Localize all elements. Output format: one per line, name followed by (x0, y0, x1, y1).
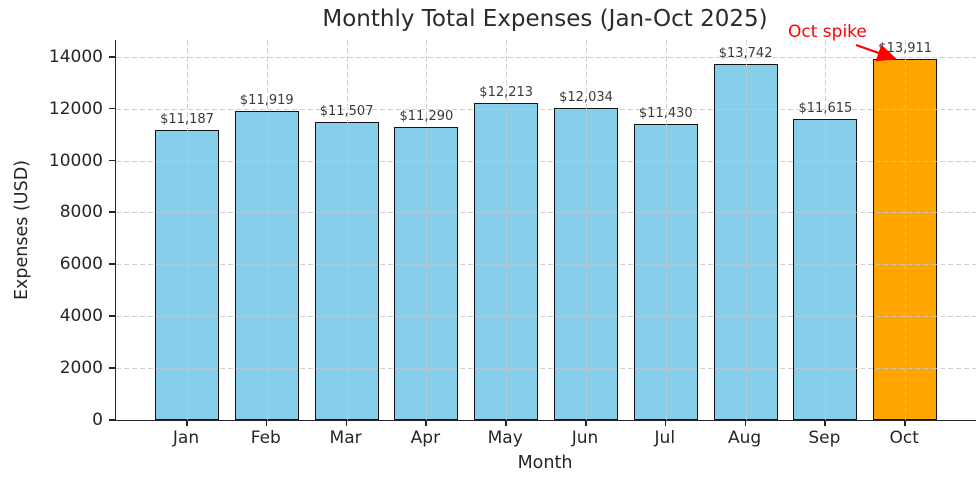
x-tick-mark (664, 421, 667, 426)
bar-value-label: $13,742 (718, 45, 773, 61)
x-tick-mark (585, 421, 587, 426)
bar-value-label: $11,507 (319, 103, 374, 119)
bar-value-label: $11,615 (798, 100, 853, 116)
bar-value-label: $11,919 (239, 92, 294, 108)
y-tick-label: 6000 (59, 254, 103, 275)
y-tick-mark (109, 263, 115, 266)
x-axis-label: Month (517, 453, 573, 473)
gridline-vertical (266, 40, 268, 420)
y-tick-mark (109, 211, 115, 214)
x-tick-label-jan: Jan (172, 428, 200, 448)
y-tick-mark (109, 159, 115, 162)
gridline-horizontal (116, 212, 976, 214)
bar-value-label: $11,290 (399, 109, 454, 125)
gridline-vertical (506, 40, 508, 420)
y-tick-label: 2000 (59, 358, 103, 379)
bar-value-label: $11,430 (638, 105, 693, 121)
x-tick-mark (345, 421, 348, 426)
gridline-horizontal (116, 56, 976, 58)
y-tick-mark (109, 367, 115, 369)
y-tick-label: 8000 (59, 202, 103, 223)
x-tick-label-oct: Oct (889, 428, 919, 448)
bar-value-label: $12,034 (559, 89, 613, 105)
x-tick-label-jul: Jul (654, 428, 676, 448)
annotation-text: Oct spike (788, 22, 867, 42)
y-axis-label: Expenses (USD) (12, 160, 32, 300)
x-tick-mark (744, 421, 747, 426)
gridline-vertical (825, 40, 827, 420)
x-tick-mark (425, 421, 428, 426)
y-tick-mark (109, 315, 115, 317)
gridline-horizontal (116, 264, 976, 266)
x-tick-label-apr: Apr (410, 428, 441, 448)
gridline-vertical (586, 40, 587, 420)
y-tick-label: 4000 (59, 306, 103, 327)
y-tick-label: 10000 (48, 150, 103, 171)
chart-title: Monthly Total Expenses (Jan-Oct 2025) (322, 6, 768, 32)
gridline-vertical (426, 40, 428, 420)
gridline-horizontal (116, 108, 976, 110)
y-tick-label: 14000 (48, 46, 103, 67)
x-tick-label-mar: Mar (329, 428, 362, 448)
gridline-horizontal (116, 368, 976, 370)
x-tick-label-jun: Jun (571, 428, 599, 448)
x-tick-mark (824, 421, 827, 426)
gridline-vertical (745, 40, 747, 420)
gridline-vertical (346, 40, 348, 420)
x-tick-label-may: May (487, 428, 523, 448)
y-tick-label: 12000 (48, 98, 103, 119)
gridline-horizontal (116, 316, 976, 318)
x-tick-mark (904, 421, 906, 426)
bar-value-label: $13,911 (878, 41, 933, 57)
gridline-vertical (187, 40, 188, 420)
bar-value-label: $12,213 (479, 85, 534, 101)
gridline-vertical (665, 40, 667, 420)
y-tick-label: 0 (92, 410, 103, 430)
gridline-horizontal (116, 160, 976, 162)
bar-value-label: $11,187 (160, 111, 214, 127)
plot-area: $11,187 $11,919 $11,507 $11,290 $12,213 $12,0… (115, 40, 976, 421)
x-tick-mark (265, 421, 268, 426)
gridline-vertical (905, 40, 907, 420)
x-tick-mark (505, 421, 507, 426)
x-tick-label-feb: Feb (250, 428, 281, 448)
x-tick-label-aug: Aug (727, 428, 762, 448)
y-tick-mark (109, 419, 115, 421)
x-tick-mark (186, 421, 188, 426)
y-tick-mark (109, 55, 115, 58)
y-tick-mark (109, 107, 115, 110)
x-tick-label-sep: Sep (808, 428, 841, 448)
